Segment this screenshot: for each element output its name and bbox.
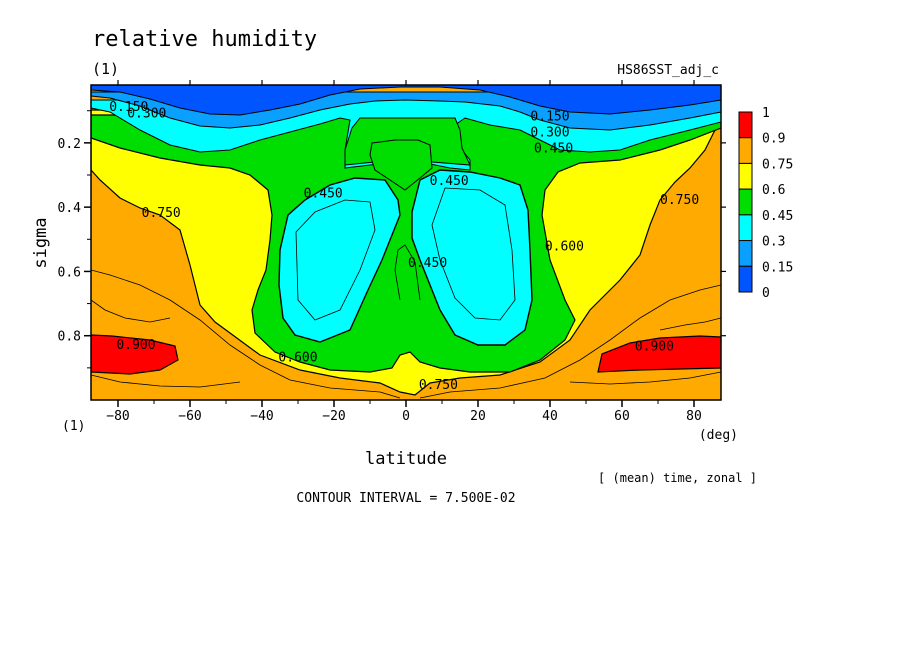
legend-label: 0	[762, 286, 770, 301]
y-axis-label: sigma	[31, 217, 51, 268]
contour-label: 0.750	[419, 378, 458, 393]
averaging-note: [ (mean) time, zonal ]	[598, 471, 757, 485]
legend-swatch	[738, 162, 753, 190]
contour-label: 0.900	[116, 338, 155, 353]
contour-label: 0.750	[660, 193, 699, 208]
contour-interval: CONTOUR INTERVAL = 7.500E-02	[296, 491, 515, 506]
contour-fill-0	[91, 85, 721, 116]
legend-label: 0.75	[762, 157, 793, 172]
contour-label: 0.600	[545, 240, 584, 255]
contour-fill-0.9-sh	[91, 334, 179, 375]
run-label: HS86SST_adj_c	[617, 63, 719, 78]
x-tick-label: −60	[178, 409, 201, 424]
contour-label: 0.450	[304, 187, 343, 202]
x-tick-label: 80	[686, 409, 702, 424]
x-tick-label: 40	[542, 409, 558, 424]
legend-swatch	[738, 240, 753, 267]
legend-label: 0.6	[762, 183, 785, 198]
y-tick-label: 0.2	[58, 137, 81, 152]
x-tick-label: 20	[470, 409, 486, 424]
color-legend: 0 0.15 0.3 0.45 0.6 0.75 0.9 1	[738, 106, 793, 301]
contour-label: 0.150	[530, 110, 569, 125]
x-tick-label: 0	[402, 409, 410, 424]
y-tick-label: 0.4	[58, 201, 82, 216]
contour-label: 0.150	[109, 100, 148, 115]
contour-label: 0.450	[534, 142, 573, 157]
x-axis-unit: (deg)	[699, 428, 738, 443]
y-axis-unit: (1)	[62, 419, 85, 434]
legend-swatch	[738, 188, 753, 216]
legend-label: 0.9	[762, 132, 785, 147]
y-tick-label: 0.8	[58, 330, 81, 345]
y-axis: 0.2 0.4 0.6 0.8	[58, 110, 726, 369]
x-tick-label: −20	[322, 409, 345, 424]
contour-fill-0.45	[91, 114, 721, 373]
contour-fill-0.3-sh-lobe	[278, 177, 401, 343]
contour-label: 0.300	[127, 106, 166, 121]
chart-title: relative humidity	[92, 27, 317, 52]
contour-label: 0.900	[635, 339, 674, 354]
y-tick-label: 0.6	[58, 265, 81, 280]
contour-label: 0.300	[530, 126, 569, 141]
contour-label: 0.450	[408, 256, 447, 271]
contour-fill-0.45-top-center	[369, 139, 433, 191]
x-tick-label: −40	[250, 409, 273, 424]
contour-fill-0.3-nh-lobe	[411, 169, 533, 346]
legend-swatch	[738, 137, 753, 164]
contour-label: 0.450	[430, 174, 469, 189]
legend-swatch	[738, 265, 753, 293]
contour-fill-0.9-nh	[597, 335, 721, 373]
x-axis-label: latitude	[365, 449, 447, 469]
x-tick-label: −80	[106, 409, 129, 424]
contour-label: 0.600	[278, 351, 317, 366]
contour-field	[91, 85, 721, 400]
legend-swatch	[738, 111, 753, 139]
units-label: (1)	[92, 60, 119, 78]
contour-label: 0.750	[142, 206, 181, 221]
legend-label: 0.45	[762, 209, 793, 224]
legend-label: 1	[762, 106, 770, 121]
x-tick-label: 60	[614, 409, 630, 424]
legend-swatch	[738, 214, 753, 242]
legend-label: 0.3	[762, 235, 785, 250]
legend-label: 0.15	[762, 260, 793, 275]
x-axis: −80 −60 −40 −20 0 20 40 60 80	[106, 80, 702, 424]
